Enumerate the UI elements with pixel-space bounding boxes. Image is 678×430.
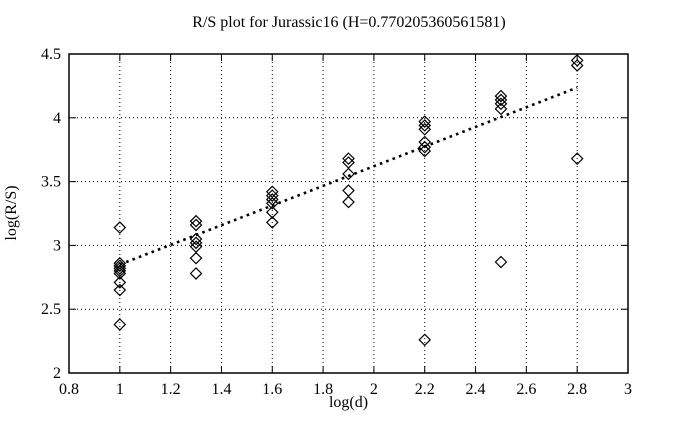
data-point-diamond	[570, 54, 584, 67]
data-point-diamond	[265, 193, 279, 206]
data-point-diamond	[494, 89, 508, 103]
data-point-diamond	[418, 119, 432, 132]
x-tick-label: 1.2	[161, 381, 181, 398]
data-point-diamond	[265, 185, 279, 199]
data-point-diamond	[189, 251, 203, 265]
data-point-diamond	[189, 240, 203, 254]
data-point-diamond	[113, 267, 127, 280]
data-point-diamond	[342, 195, 355, 209]
x-tick-label: 1.6	[262, 381, 282, 398]
data-point-diamond	[265, 216, 279, 229]
data-point-diamond	[418, 333, 432, 347]
data-point-diamond	[265, 196, 279, 210]
data-point-diamond	[113, 283, 127, 297]
data-point-diamond	[418, 135, 432, 149]
plot-border	[68, 53, 629, 374]
data-point-diamond	[113, 262, 127, 275]
x-tick-label: 3	[624, 381, 632, 398]
x-tick-label: 2.4	[466, 381, 486, 398]
data-point-diamond	[570, 152, 584, 165]
x-axis-label: log(d)	[328, 394, 369, 411]
y-tick-label: 4	[53, 110, 61, 127]
x-tick-label: 2.2	[415, 381, 435, 398]
data-point-diamond	[494, 93, 508, 107]
x-tick-label: 2.6	[516, 381, 536, 398]
x-tick-label: 1	[116, 381, 124, 398]
data-point-diamond	[494, 255, 508, 269]
data-point-diamond	[189, 236, 203, 250]
y-tick-label: 2.5	[41, 301, 61, 318]
x-tick-label: 2	[370, 381, 378, 398]
data-point-diamond	[494, 97, 508, 111]
data-point-diamond	[189, 267, 203, 280]
data-point-diamond	[113, 318, 127, 331]
x-tick-label: 2.8	[567, 381, 587, 398]
y-tick-label: 3.5	[41, 174, 61, 191]
data-point-diamond	[570, 59, 584, 72]
data-point-diamond	[418, 122, 432, 136]
y-tick-label: 3	[53, 237, 61, 254]
data-point-diamond	[113, 259, 127, 273]
data-point-diamond	[113, 221, 127, 234]
y-tick-label: 4.5	[41, 46, 61, 63]
data-point-diamond	[342, 152, 355, 165]
data-point-diamond	[494, 102, 508, 116]
data-point-diamond	[418, 144, 432, 158]
data-point-diamond	[189, 214, 203, 228]
data-point-diamond	[418, 140, 432, 154]
x-tick-label: 1.8	[313, 381, 333, 398]
data-point-diamond	[189, 218, 203, 232]
y-tick-label: 2	[53, 365, 61, 382]
chart-title: R/S plot for Jurassic16 (H=0.77020536056…	[192, 14, 506, 31]
data-point-diamond	[342, 156, 355, 169]
data-point-diamond	[189, 232, 203, 246]
data-point-diamond	[265, 189, 279, 202]
data-point-diamond	[342, 167, 355, 181]
trend-line	[119, 86, 578, 266]
data-point-diamond	[418, 115, 432, 128]
data-point-diamond	[342, 184, 355, 197]
x-tick-label: 0.8	[59, 381, 79, 398]
data-point-diamond	[113, 276, 127, 289]
x-tick-label: 1.4	[211, 381, 231, 398]
